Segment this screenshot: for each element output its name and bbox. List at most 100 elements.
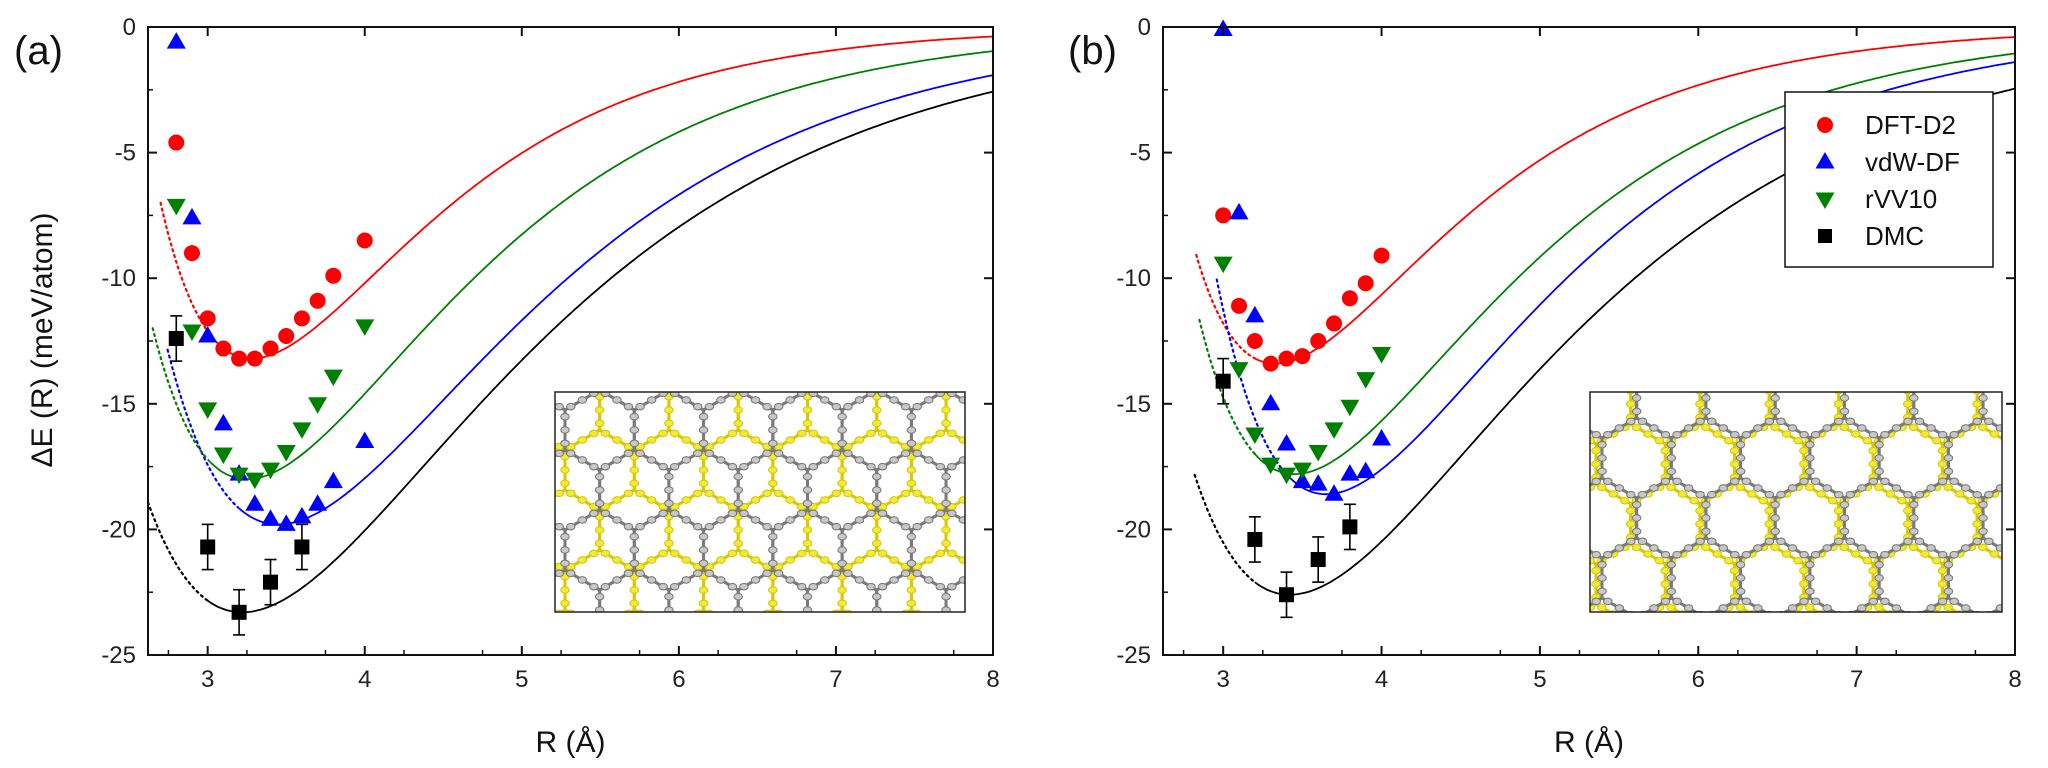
panela-inset-atom bbox=[925, 617, 933, 623]
panela-inset-atom bbox=[1121, 330, 1129, 336]
panela-inset-atom bbox=[1046, 467, 1054, 473]
panela-inset-atom bbox=[873, 593, 881, 599]
panela-inset-atom bbox=[1150, 740, 1158, 746]
panelb-inset-atom bbox=[1834, 641, 1842, 647]
panela-inset-atom bbox=[694, 643, 702, 649]
panela-inset-atom bbox=[567, 643, 575, 649]
panela-inset-hexagon bbox=[946, 490, 1015, 570]
panelb-inset-atom bbox=[1771, 648, 1779, 654]
panela-inset-atom bbox=[682, 617, 690, 623]
panelb-inset-atom bbox=[1840, 377, 1848, 383]
panelb-inset-atom bbox=[1985, 298, 1993, 304]
panelb-inset-atom bbox=[1938, 701, 1946, 707]
panela-inset-atom bbox=[1011, 353, 1019, 359]
panela-inset-atom bbox=[526, 593, 534, 599]
panela-inset-atom bbox=[971, 323, 979, 329]
panelb-inset-atom bbox=[1638, 418, 1646, 424]
panelb-inset-atom bbox=[1771, 621, 1779, 627]
panelb-inset-atom bbox=[1592, 461, 1600, 467]
panelb-inset-atom bbox=[1956, 731, 1964, 737]
panela-inset-atom bbox=[1115, 547, 1123, 553]
panelb-inset-atom bbox=[1702, 381, 1710, 387]
panela-inset-atom bbox=[1052, 683, 1060, 689]
panelb-inset-atom bbox=[1800, 341, 1808, 347]
panelb-inset-atom bbox=[1823, 725, 1831, 731]
panela-inset-atom bbox=[728, 510, 736, 516]
panelb-inset-atom bbox=[1673, 718, 1681, 724]
panela-inset-atom bbox=[803, 727, 811, 733]
panelb-inset-atom bbox=[1557, 401, 1565, 407]
panelb-inset-atom bbox=[1765, 627, 1773, 633]
panela-inset-atom bbox=[740, 383, 748, 389]
panela-inset-atom bbox=[1052, 523, 1060, 529]
panela-inset-atom bbox=[1075, 743, 1083, 749]
panela-inset-atom bbox=[1115, 480, 1123, 486]
panelb-inset-atom bbox=[2036, 664, 2044, 670]
panelb-inset-atom bbox=[1707, 418, 1715, 424]
panela-inset-atom bbox=[803, 740, 811, 746]
panela-inset-atom bbox=[492, 587, 500, 593]
panelb-inset-atom bbox=[1632, 648, 1640, 654]
panelb-inset-atom bbox=[1898, 664, 1906, 670]
panelb-inset-atom bbox=[1962, 365, 1970, 371]
panela-inset-atom bbox=[798, 383, 806, 389]
panelb-inset-atom bbox=[1598, 708, 1606, 714]
panela-inset-atom bbox=[694, 523, 702, 529]
panela-inset-atom bbox=[728, 630, 736, 636]
panelb-inset-atom bbox=[1950, 311, 1958, 317]
panela-inset-hexagon bbox=[704, 630, 773, 710]
panelb-inset-atom bbox=[2042, 731, 2048, 737]
panelb-inset-atom bbox=[1765, 627, 1773, 633]
panelb-inset-atom bbox=[1713, 671, 1721, 677]
panela-dft-d2-point bbox=[215, 341, 231, 357]
panelb-inset-atom bbox=[1985, 658, 1993, 664]
panela-inset-atom bbox=[959, 337, 967, 343]
panelb-inset-atom bbox=[2025, 671, 2033, 677]
panela-inset-atom bbox=[1011, 473, 1019, 479]
panela-inset-atom bbox=[913, 370, 921, 376]
panelb-inset-atom bbox=[1598, 677, 1606, 683]
panela-inset-atom bbox=[1046, 547, 1054, 553]
panela-inset-atom bbox=[844, 523, 852, 529]
panelb-inset-atom bbox=[1528, 557, 1536, 563]
panela-inset-atom bbox=[561, 413, 569, 419]
panela-inset-atom bbox=[1028, 337, 1036, 343]
panela-inset-atom bbox=[769, 720, 777, 726]
panela-inset-atom bbox=[636, 643, 644, 649]
panelb-inset-atom bbox=[1661, 567, 1669, 573]
panela-inset-atom bbox=[595, 487, 603, 493]
panelb-inset-atom bbox=[1805, 677, 1813, 683]
panela-inset-atom bbox=[717, 637, 725, 643]
panela-inset-atom bbox=[751, 317, 759, 323]
panela-inset-atom bbox=[659, 703, 667, 709]
panelb-inset-atom bbox=[1973, 507, 1981, 513]
panelb-inset-atom bbox=[1910, 381, 1918, 387]
panelb-inset-atom bbox=[1730, 714, 1738, 720]
panela-inset-atom bbox=[1028, 697, 1036, 703]
panelb-inset-atom bbox=[2025, 611, 2033, 617]
panelb-inset-atom bbox=[1944, 321, 1952, 327]
panela-inset-atom bbox=[532, 623, 540, 629]
panelb-inset-atom bbox=[1904, 387, 1912, 393]
panela-inset-atom bbox=[613, 437, 621, 443]
panela-inset-atom bbox=[994, 637, 1002, 643]
panela-inset-hexagon bbox=[565, 630, 634, 710]
panela-inset-atom bbox=[595, 353, 603, 359]
panela-inset-atom bbox=[497, 370, 505, 376]
panela-inset-atom bbox=[821, 377, 829, 383]
panela-inset-atom bbox=[878, 310, 886, 316]
panela-inset-atom bbox=[948, 703, 956, 709]
panela-inset-atom bbox=[763, 323, 771, 329]
panelb-inset-atom bbox=[1563, 395, 1571, 401]
panelb-inset-atom bbox=[1557, 418, 1565, 424]
panelb-dmc-point bbox=[1311, 552, 1326, 567]
panela-inset-atom bbox=[543, 677, 551, 683]
panela-inset-atom bbox=[740, 630, 748, 636]
panela-inset-atom bbox=[526, 607, 534, 613]
panelb-inset-atom bbox=[1944, 724, 1952, 730]
panela-inset-atom bbox=[670, 383, 678, 389]
panelb-inset-atom bbox=[1684, 365, 1692, 371]
panelb-inset-atom bbox=[1938, 327, 1946, 333]
panelb-inset-hexagon bbox=[1665, 304, 1734, 384]
panela-inset-atom bbox=[595, 633, 603, 639]
